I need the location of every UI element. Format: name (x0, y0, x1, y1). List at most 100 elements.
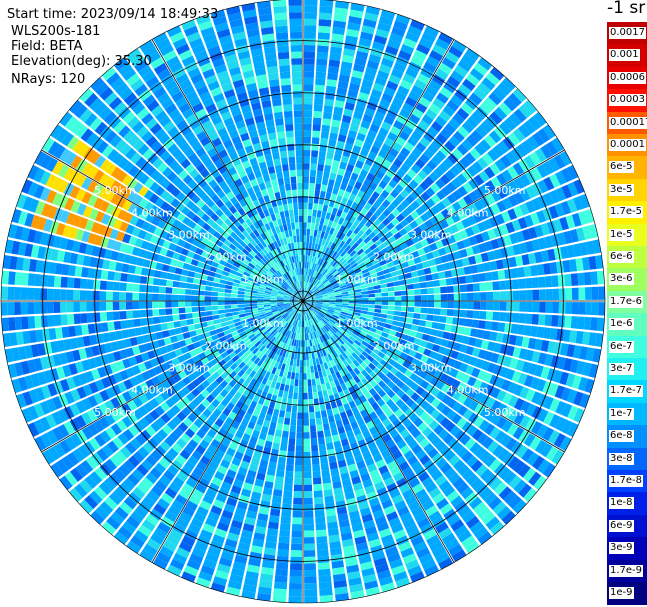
ray-gate (256, 367, 264, 375)
ray-gate (138, 417, 150, 429)
ray-gate (518, 313, 526, 324)
ray-gate (598, 302, 605, 316)
ray-gate (318, 19, 332, 27)
ray-gate (326, 515, 338, 523)
ray-gate (273, 581, 288, 590)
ray-gate (167, 464, 179, 476)
ray-gate (534, 338, 543, 351)
ray-gate (278, 184, 286, 192)
ray-gate (303, 71, 315, 79)
ray-gate (130, 510, 144, 524)
ray-gate (377, 389, 387, 398)
ray-gate (264, 440, 273, 449)
ray-gate (441, 383, 451, 394)
ray-gate (318, 12, 333, 21)
ray-gate (327, 321, 334, 328)
ray-gate (192, 278, 201, 285)
ray-gate (279, 443, 288, 452)
ray-gate (221, 340, 229, 347)
ray-gate (204, 418, 214, 429)
ray-gate (365, 318, 373, 324)
ray-gate (139, 284, 147, 293)
ray-gate (198, 365, 208, 374)
ray-gate (279, 523, 291, 531)
ray-gate (309, 183, 315, 190)
ray-gate (338, 519, 350, 528)
ray-gate (106, 281, 114, 291)
ray-gate (468, 412, 479, 424)
ray-gate (221, 363, 230, 371)
ray-gate (333, 333, 340, 340)
ray-gate (329, 301, 336, 303)
ray-gate (246, 469, 257, 479)
ray-gate (382, 418, 392, 428)
ray-gate (378, 380, 387, 389)
ray-gate (369, 351, 378, 359)
ray-gate (217, 292, 225, 297)
ray-gate (229, 441, 239, 451)
ray-gate (278, 410, 286, 418)
ray-gate (303, 379, 308, 387)
ray-gate (366, 344, 375, 351)
ray-gate (450, 519, 465, 532)
ray-gate (295, 150, 303, 157)
ray-gate (362, 301, 369, 305)
ray-gate (359, 343, 367, 351)
ray-gate (385, 338, 393, 346)
ray-gate (154, 480, 168, 492)
ray-gate (332, 314, 339, 319)
ray-gate (471, 429, 484, 441)
ray-gate (231, 308, 239, 313)
ray-gate (90, 510, 105, 525)
ray-gate (157, 428, 168, 440)
ray-gate (415, 488, 428, 500)
ray-gate (189, 553, 204, 565)
ray-gate (291, 229, 296, 237)
ray-gate (334, 322, 342, 328)
ray-gate (321, 308, 328, 312)
ray-gate (318, 370, 324, 378)
ray-gate (244, 448, 254, 457)
ray-gate (289, 310, 295, 316)
ray-gate (519, 415, 531, 429)
ray-gate (366, 420, 375, 430)
ray-gate (569, 330, 578, 344)
ray-gate (446, 490, 460, 503)
ray-gate (86, 290, 94, 301)
ray-gate (454, 429, 466, 441)
ray-gate (205, 315, 214, 322)
ray-gate (20, 302, 28, 315)
ray-gate (436, 330, 445, 338)
ray-gate (389, 558, 404, 570)
ray-gate (266, 468, 276, 476)
ray-gate (303, 202, 308, 210)
ray-gate (426, 357, 435, 367)
ray-gate (179, 449, 191, 460)
ray-gate (191, 434, 203, 444)
ray-gate (40, 433, 53, 448)
ray-gate (306, 228, 311, 236)
ray-gate (119, 310, 127, 320)
ray-gate (295, 136, 303, 144)
ray-gate (160, 271, 169, 279)
ray-gate (294, 312, 298, 319)
ray-gate (337, 405, 345, 414)
ray-gate (279, 309, 286, 313)
ray-gate (381, 534, 394, 545)
ray-gate (348, 303, 356, 307)
ray-gate (350, 333, 358, 340)
ray-gate (337, 347, 345, 354)
ray-gate (315, 323, 320, 331)
ray-gate (425, 404, 436, 415)
ray-gate (275, 368, 281, 376)
ray-gate (406, 423, 417, 434)
ray-gate (303, 484, 313, 492)
ray-gate (310, 345, 314, 353)
ray-gate (270, 92, 281, 100)
ray-gate (435, 380, 445, 390)
ray-gate (330, 547, 343, 556)
ray-gate (405, 341, 414, 349)
ray-gate (320, 137, 329, 146)
ray-gate (225, 284, 233, 290)
ray-gate (303, 346, 306, 354)
